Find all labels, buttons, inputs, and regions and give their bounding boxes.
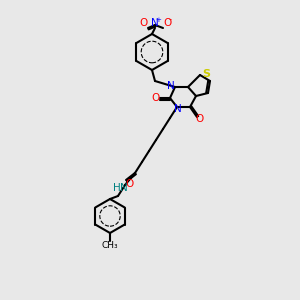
Text: CH₃: CH₃ — [102, 242, 118, 250]
Text: O: O — [163, 18, 171, 28]
Text: O: O — [196, 114, 204, 124]
Text: S: S — [202, 69, 210, 79]
Text: O: O — [125, 179, 133, 189]
Text: +: + — [155, 17, 161, 23]
Text: N: N — [120, 183, 128, 193]
Text: -: - — [169, 16, 172, 25]
Text: N: N — [151, 18, 159, 28]
Text: N: N — [174, 104, 182, 114]
Text: H: H — [113, 183, 121, 193]
Text: O: O — [151, 93, 159, 103]
Text: N: N — [167, 81, 175, 91]
Text: O: O — [139, 18, 147, 28]
